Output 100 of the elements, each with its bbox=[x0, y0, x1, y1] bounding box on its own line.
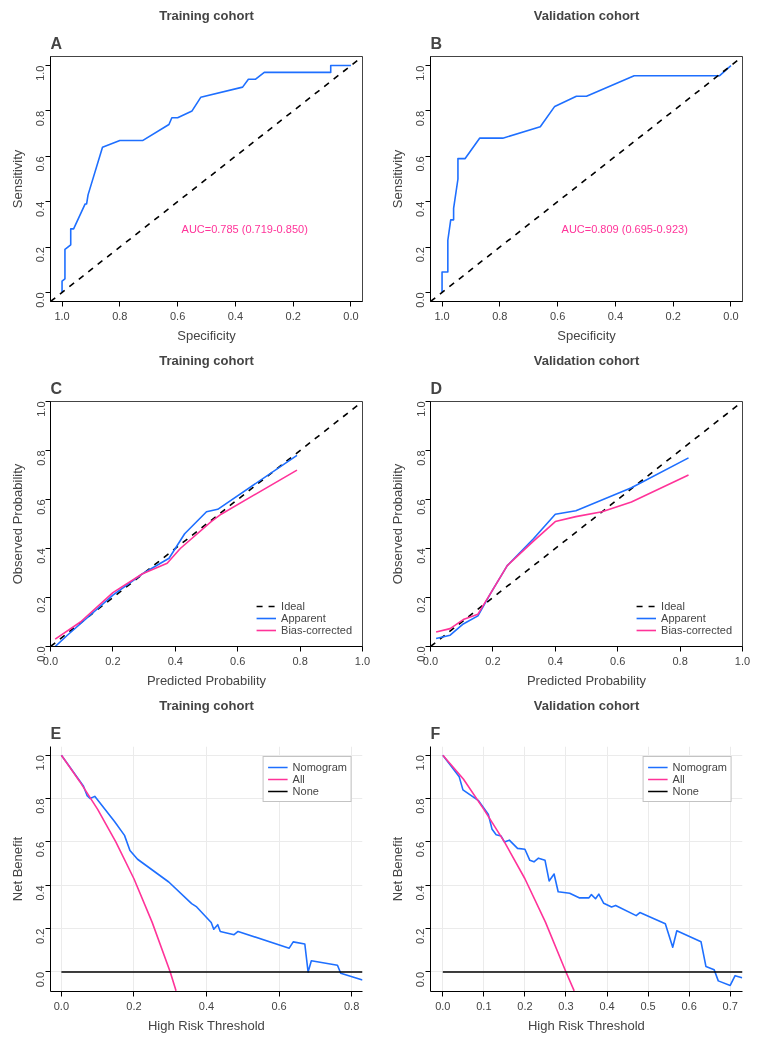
y-tick-label: 1.0 bbox=[414, 401, 427, 417]
x-tick-label: 0.2 bbox=[126, 999, 142, 1012]
x-tick-label: 0.4 bbox=[607, 309, 624, 322]
x-tick-label: 0.6 bbox=[271, 999, 287, 1012]
y-tick-label: 0.2 bbox=[414, 247, 427, 263]
x-tick-label: 0.2 bbox=[285, 309, 301, 322]
legend-label: Ideal bbox=[661, 600, 685, 612]
x-tick-label: 0.4 bbox=[227, 309, 244, 322]
y-tick-label: 0.8 bbox=[34, 798, 47, 814]
legend-label: None bbox=[292, 785, 319, 797]
y-tick-label: 0.4 bbox=[414, 201, 427, 217]
y-tick-label: 0.8 bbox=[414, 110, 427, 127]
y-tick-label: 0.6 bbox=[34, 841, 47, 858]
text: A bbox=[50, 34, 63, 52]
legend-label: Apparent bbox=[661, 612, 706, 624]
y-axis-title: Sensitivity bbox=[9, 149, 25, 209]
legend-label: All bbox=[292, 773, 306, 785]
x-axis-title: Specificity bbox=[557, 327, 617, 343]
x-tick-label: 0.3 bbox=[558, 999, 574, 1012]
x-tick-label: 0.8 bbox=[492, 309, 508, 322]
x-tick-label: 0.8 bbox=[112, 309, 128, 322]
y-tick-label: 0.6 bbox=[34, 499, 47, 515]
y-tick-label: 0.6 bbox=[414, 841, 427, 858]
y-tick-label: 1.0 bbox=[414, 65, 427, 81]
y-tick-label: 1.0 bbox=[34, 755, 47, 771]
y-axis-title: Sensitivity bbox=[389, 149, 405, 209]
text: C bbox=[50, 379, 63, 397]
x-tick-label: 0.6 bbox=[549, 309, 566, 322]
y-tick-label: 0.0 bbox=[414, 292, 427, 308]
x-tick-label: 0.8 bbox=[672, 654, 688, 667]
y-tick-label: 0.4 bbox=[34, 548, 47, 564]
text: B bbox=[430, 34, 443, 52]
x-tick-label: 1.0 bbox=[434, 309, 450, 322]
x-tick-label: 1.0 bbox=[734, 654, 751, 667]
chart-title: Validation cohort bbox=[533, 352, 640, 368]
x-tick-label: 0.7 bbox=[722, 999, 738, 1012]
y-axis-title: Observed Probability bbox=[389, 463, 405, 585]
x-tick-label: 0.4 bbox=[599, 999, 615, 1012]
x-tick-label: 0.5 bbox=[640, 999, 656, 1012]
chart-title: Training cohort bbox=[159, 7, 255, 23]
y-tick-label: 1.0 bbox=[34, 401, 47, 417]
annotation: AUC=0.809 (0.695-0.923) bbox=[561, 223, 688, 236]
y-tick-label: 0.6 bbox=[34, 156, 47, 172]
text: F bbox=[430, 724, 441, 742]
x-tick-label: 0.0 bbox=[343, 309, 359, 322]
y-tick-label: 0.2 bbox=[34, 597, 47, 613]
x-tick-label: 1.0 bbox=[54, 309, 70, 322]
x-tick-label: 0.6 bbox=[610, 654, 626, 667]
y-tick-label: 0.2 bbox=[414, 597, 427, 613]
legend-label: All bbox=[672, 773, 686, 785]
x-tick-label: 0.0 bbox=[53, 999, 70, 1012]
chart-title: Training cohort bbox=[159, 697, 255, 713]
y-tick-label: 1.0 bbox=[414, 755, 427, 771]
y-tick-label: 0.4 bbox=[34, 885, 47, 901]
y-tick-label: 0.8 bbox=[34, 450, 47, 466]
legend-label: Apparent bbox=[281, 612, 326, 624]
legend-label: Bias-corrected bbox=[661, 624, 732, 636]
x-axis-title: Predicted Probability bbox=[526, 672, 647, 688]
y-tick-label: 0.2 bbox=[34, 928, 47, 944]
y-tick-label: 0.4 bbox=[34, 201, 47, 217]
chart-title: Validation cohort bbox=[533, 697, 640, 713]
x-tick-label: 0.8 bbox=[343, 999, 360, 1012]
x-tick-label: 0.8 bbox=[292, 654, 308, 667]
y-axis-title: Observed Probability bbox=[9, 463, 25, 585]
x-tick-label: 0.1 bbox=[476, 999, 492, 1012]
legend-label: Nomogram bbox=[292, 761, 347, 773]
x-axis-title: High Risk Threshold bbox=[147, 1017, 265, 1033]
y-tick-label: 0.4 bbox=[414, 548, 427, 564]
y-tick-label: 0.0 bbox=[34, 292, 47, 308]
y-tick-label: 0.6 bbox=[414, 499, 427, 515]
x-tick-label: 0.6 bbox=[169, 309, 186, 322]
y-tick-label: 0.8 bbox=[34, 110, 47, 127]
legend-label: Ideal bbox=[281, 600, 305, 612]
legend-label: Bias-corrected bbox=[281, 624, 352, 636]
y-tick-label: 0.8 bbox=[414, 798, 427, 814]
x-tick-label: 0.2 bbox=[517, 999, 533, 1012]
x-tick-label: 0.6 bbox=[681, 999, 697, 1012]
legend-label: Nomogram bbox=[672, 761, 727, 773]
y-axis-title: Net Benefit bbox=[9, 836, 25, 902]
y-tick-label: 0.2 bbox=[414, 928, 427, 944]
y-tick-label: 0.0 bbox=[34, 971, 47, 988]
x-tick-label: 1.0 bbox=[354, 654, 371, 667]
y-axis-title: Net Benefit bbox=[389, 836, 405, 902]
y-tick-label: 0.2 bbox=[34, 247, 47, 263]
y-tick-label: 0.0 bbox=[414, 971, 427, 988]
x-axis-title: Specificity bbox=[177, 327, 237, 343]
x-tick-label: 0.2 bbox=[485, 654, 501, 667]
x-tick-label: 0.6 bbox=[230, 654, 246, 667]
chart-title: Validation cohort bbox=[533, 7, 640, 23]
y-tick-label: 0.4 bbox=[414, 885, 427, 901]
y-tick-label: 0.6 bbox=[414, 156, 427, 172]
chart-title: Training cohort bbox=[159, 352, 255, 368]
x-axis-title: Predicted Probability bbox=[146, 672, 267, 688]
text: E bbox=[50, 724, 62, 742]
x-tick-label: 0.4 bbox=[198, 999, 215, 1012]
x-tick-label: 0.0 bbox=[723, 309, 739, 322]
x-tick-label: 0.2 bbox=[105, 654, 121, 667]
y-tick-label: 0.8 bbox=[414, 450, 427, 466]
x-axis-title: High Risk Threshold bbox=[527, 1017, 645, 1033]
x-tick-label: 0.2 bbox=[665, 309, 681, 322]
